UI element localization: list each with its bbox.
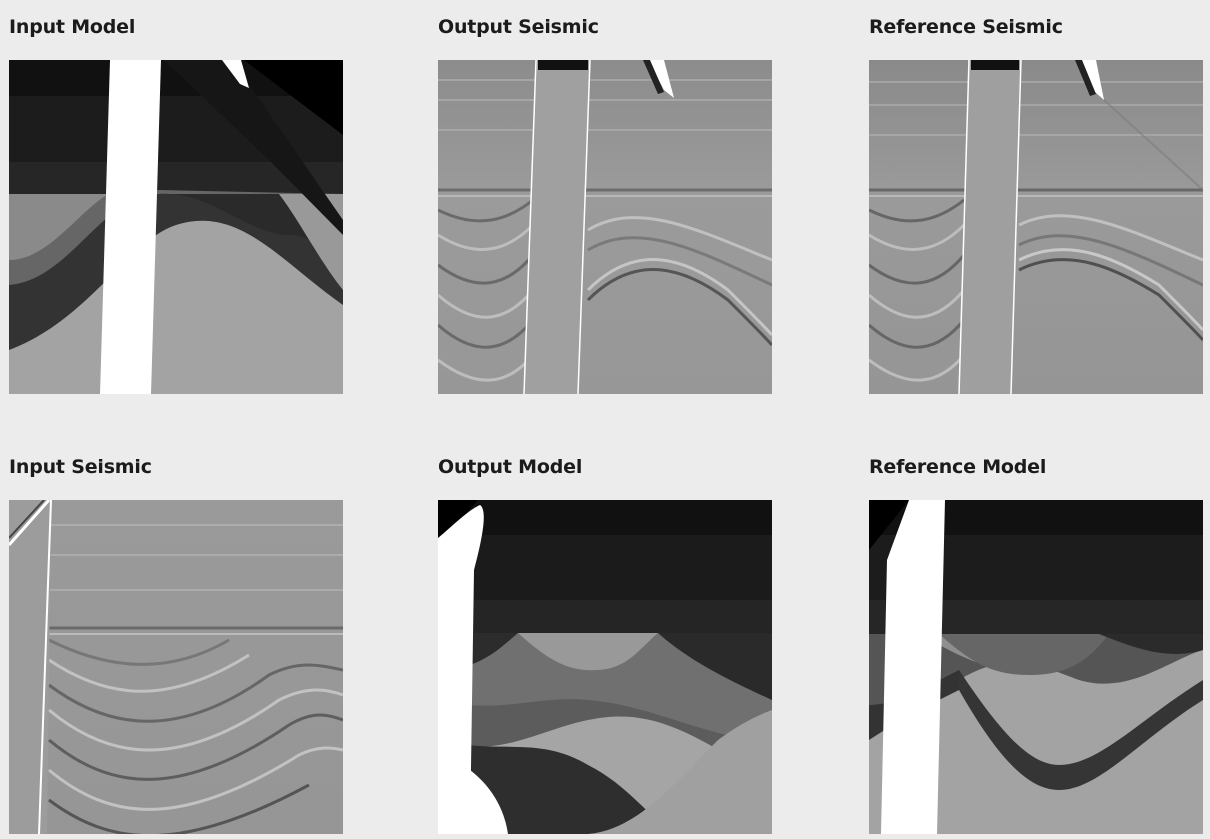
panel-title-input-seismic: Input Seismic — [9, 456, 152, 478]
panel-title-output-seismic: Output Seismic — [438, 16, 599, 38]
input-model-image — [9, 60, 343, 394]
panel-title-output-model: Output Model — [438, 456, 583, 478]
input-seismic-image — [9, 500, 343, 834]
panel-title-input-model: Input Model — [9, 16, 136, 38]
panel-title-reference-seismic: Reference Seismic — [869, 16, 1063, 38]
reference-model-image — [869, 500, 1203, 834]
output-model-image — [438, 500, 772, 834]
panel-title-reference-model: Reference Model — [869, 456, 1047, 478]
output-seismic-image — [438, 60, 772, 394]
reference-seismic-image — [869, 60, 1203, 394]
